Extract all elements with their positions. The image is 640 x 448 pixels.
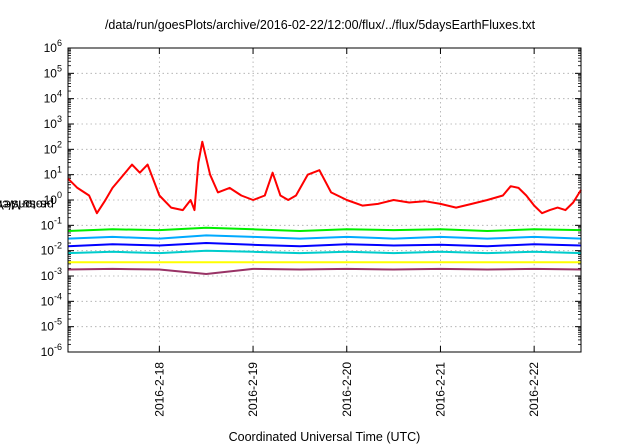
y-tick-base: 10 xyxy=(41,345,55,359)
y-tick-base: 10 xyxy=(41,294,55,308)
y-tick-label: 10-1 xyxy=(41,215,62,232)
y-tick-label: 10-5 xyxy=(41,317,62,334)
y-tick-exponent: 4 xyxy=(57,89,62,99)
y-tick-base: 10 xyxy=(41,218,55,232)
y-tick-exponent: -3 xyxy=(54,266,62,276)
y-tick-base: 10 xyxy=(41,269,55,283)
y-tick-exponent: -5 xyxy=(54,317,62,327)
x-tick-label: 2016-2-20 xyxy=(340,362,354,417)
y-tick-exponent: -4 xyxy=(54,291,62,301)
y-tick-base: 10 xyxy=(44,117,58,131)
series-line-light-blue xyxy=(67,234,582,240)
y-tick-label: 10-6 xyxy=(41,342,62,359)
y-tick-base: 10 xyxy=(41,320,55,334)
y-tick-exponent: 6 xyxy=(57,38,62,48)
y-tick-base: 10 xyxy=(44,142,58,156)
x-tick-label: 2016-2-18 xyxy=(152,362,166,417)
y-tick-label: 10-4 xyxy=(41,291,62,308)
series-line-red xyxy=(67,140,582,215)
series-line-cyan xyxy=(67,249,582,255)
x-tick-label: 2016-2-22 xyxy=(527,362,541,417)
plot-frame xyxy=(67,47,582,353)
y-tick-exponent: 2 xyxy=(57,139,62,149)
x-axis-label: Coordinated Universal Time (UTC) xyxy=(228,430,421,444)
y-tick-exponent: -1 xyxy=(54,215,62,225)
series-line-blue xyxy=(67,242,582,248)
y-tick-label: 10-2 xyxy=(41,241,62,258)
y-tick-label: 100 xyxy=(44,190,62,207)
y-tick-label: 101 xyxy=(44,165,62,182)
y-tick-base: 10 xyxy=(44,168,58,182)
y-tick-label: 105 xyxy=(44,63,62,80)
y-tick-exponent: -2 xyxy=(54,241,62,251)
x-tick-label: 2016-2-21 xyxy=(433,362,447,417)
y-tick-exponent: -6 xyxy=(54,342,62,352)
y-tick-base: 10 xyxy=(41,244,55,258)
series-line-green xyxy=(67,226,582,232)
y-tick-base: 10 xyxy=(44,92,58,106)
chart-title: /data/run/goesPlots/archive/2016-02-22/1… xyxy=(104,18,536,32)
y-tick-base: 10 xyxy=(44,66,58,80)
series-line-purple xyxy=(67,267,582,275)
y-tick-label: 106 xyxy=(44,38,62,55)
y-tick-label: 10-3 xyxy=(41,266,62,283)
y-tick-label: 104 xyxy=(44,89,62,106)
y-tick-exponent: 0 xyxy=(57,190,62,200)
y-tick-base: 10 xyxy=(44,41,58,55)
y-tick-exponent: 3 xyxy=(57,114,62,124)
y-tick-exponent: 5 xyxy=(57,63,62,73)
y-tick-exponent: 1 xyxy=(57,165,62,175)
y-tick-base: 10 xyxy=(44,193,58,207)
y-tick-label: 103 xyxy=(44,114,62,131)
x-tick-label: 2016-2-19 xyxy=(246,362,260,417)
y-tick-label: 102 xyxy=(44,139,62,156)
